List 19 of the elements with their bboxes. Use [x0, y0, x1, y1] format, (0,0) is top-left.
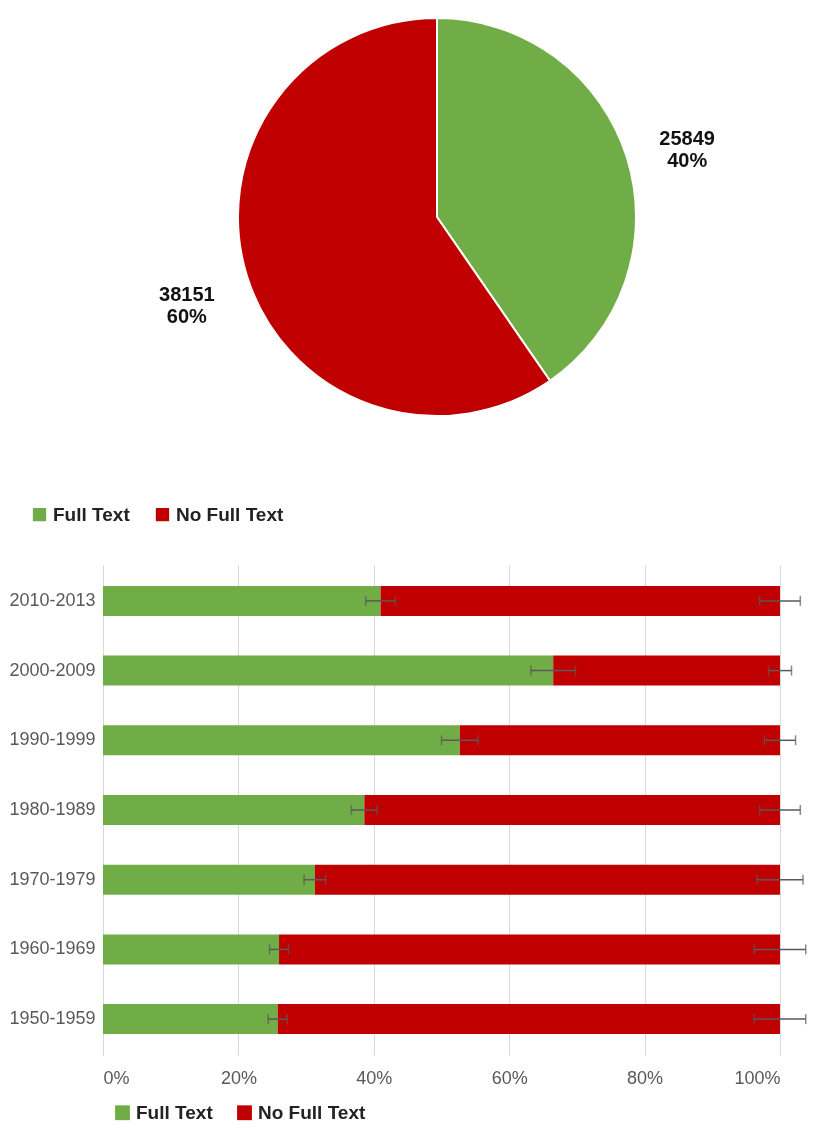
x-tick-label: 100%: [734, 1067, 781, 1088]
legend-label: Full Text: [53, 503, 131, 525]
data-label: 25849 40%: [659, 127, 715, 172]
x-tick-label: 0%: [103, 1067, 130, 1088]
y-tick-label: 1990-1999: [9, 729, 96, 750]
data-label: 38151 60%: [159, 282, 215, 327]
y-tick-label: 1960-1969: [9, 938, 96, 959]
y-tick-label: 1970-1979: [9, 868, 96, 889]
legend-label: Full Text: [136, 1101, 214, 1123]
x-tick-label: 80%: [627, 1067, 664, 1088]
y-tick-label: 1950-1959: [9, 1008, 96, 1029]
x-tick-label: 20%: [220, 1067, 257, 1088]
y-tick-label: 2010-2013: [9, 589, 96, 610]
x-tick-label: 60%: [491, 1067, 528, 1088]
legend-label: No Full Text: [258, 1101, 366, 1123]
y-tick-label: 2000-2009: [9, 659, 96, 680]
legend-label: No Full Text: [176, 503, 284, 525]
y-tick-label: 1980-1989: [9, 799, 96, 819]
x-tick-label: 40%: [356, 1067, 393, 1088]
